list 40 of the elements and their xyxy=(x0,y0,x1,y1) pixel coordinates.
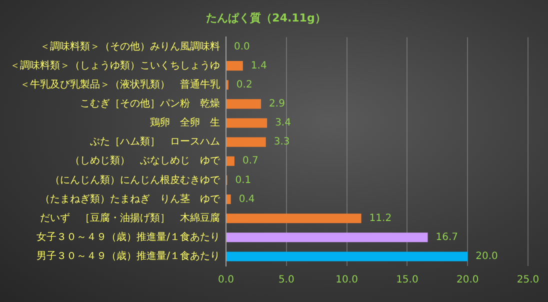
data-label: 2.9 xyxy=(269,98,285,110)
bar xyxy=(226,99,262,109)
bar xyxy=(226,137,266,147)
bar xyxy=(226,61,243,71)
y-tick-label: ぶた［ハム類］ ロースハム xyxy=(90,136,220,148)
bar xyxy=(226,156,234,166)
data-label: 0.0 xyxy=(234,41,250,52)
y-tick-label: 男子３０～４９（歳）推進量/１食あたり xyxy=(36,250,220,262)
x-tick-label: 5.0 xyxy=(278,274,294,286)
data-label: 1.4 xyxy=(250,60,267,72)
data-label: 0.1 xyxy=(235,174,252,186)
y-tick-label: ＜牛乳及び乳製品＞（液状乳類） 普通牛乳 xyxy=(20,78,220,90)
y-tick-label: 女子３０～４９（歳）推進量/１食あたり xyxy=(36,230,220,243)
chart-title: たんぱく質（24.11g） xyxy=(206,11,326,24)
data-label: 3.4 xyxy=(275,118,291,129)
bar xyxy=(226,214,362,224)
y-tick-label: （しめじ類） ぶなしめじ ゆで xyxy=(70,154,221,167)
x-tick-label: 25.0 xyxy=(516,274,540,286)
bar xyxy=(226,252,468,262)
data-label: 0.7 xyxy=(242,156,258,167)
data-label: 3.3 xyxy=(274,136,290,148)
y-tick-label: こむぎ［その他］パン粉 乾燥 xyxy=(80,98,220,110)
x-tick-label: 10.0 xyxy=(336,274,358,286)
x-tick-label: 0.0 xyxy=(218,274,234,286)
data-label: 0.4 xyxy=(238,194,255,205)
y-tick-label: ＜調味料類＞（しょうゆ類）こいくちしょうゆ xyxy=(10,59,220,72)
y-tick-label: だいず ［豆腐・油揚げ類］ 木綿豆腐 xyxy=(40,212,220,224)
y-tick-label: （たまねぎ類）たまねぎ りん茎 ゆで xyxy=(40,192,221,205)
bar xyxy=(226,232,428,242)
x-tick-label: 20.0 xyxy=(456,274,479,286)
data-label: 20.0 xyxy=(476,251,498,262)
y-tick-label: 鶏卵 全卵 生 xyxy=(150,116,220,129)
bar xyxy=(226,194,231,204)
data-label: 16.7 xyxy=(436,232,458,243)
y-tick-label: ＜調味料類＞（その他）みりん風調味料 xyxy=(40,40,220,52)
x-tick-label: 15.0 xyxy=(396,274,418,286)
y-tick-label: （にんじん類）にんじん根皮むきゆで xyxy=(50,174,221,186)
bar xyxy=(226,118,268,128)
data-label: 11.2 xyxy=(369,212,392,224)
data-label: 0.2 xyxy=(236,79,252,90)
